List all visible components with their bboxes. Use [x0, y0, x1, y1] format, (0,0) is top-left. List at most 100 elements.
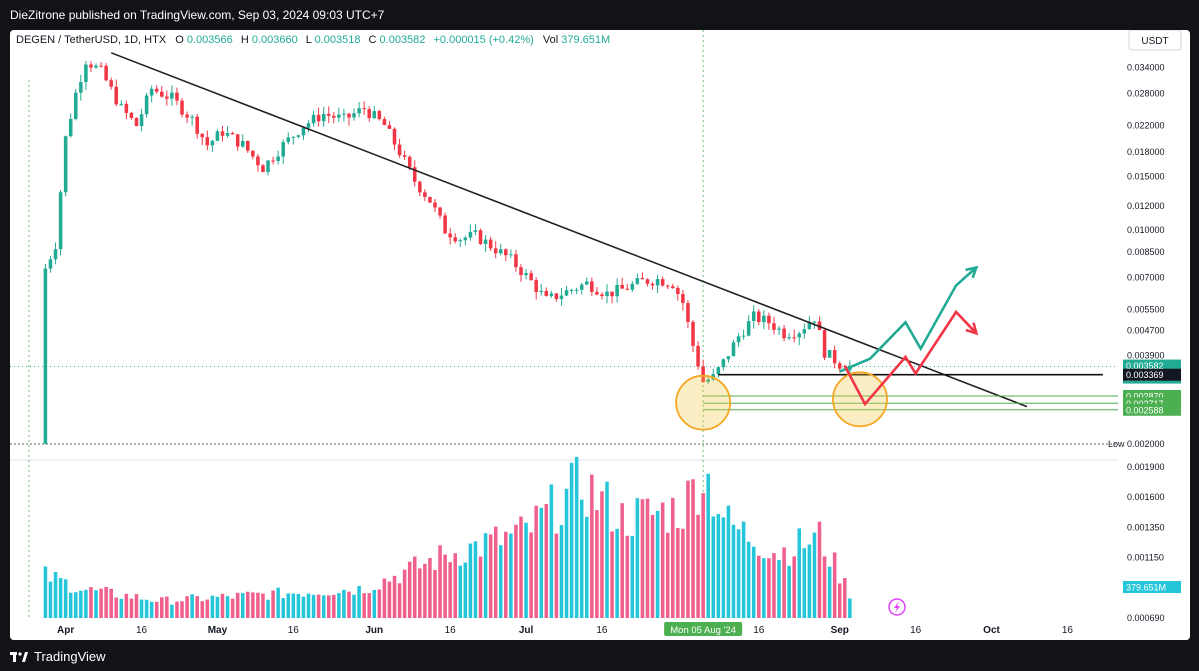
candle-body-32 — [205, 137, 210, 146]
volume-bar-149 — [797, 528, 802, 618]
candle-body-71 — [402, 155, 407, 157]
volume-bar-132 — [711, 516, 716, 618]
legend-symbol: DEGEN / TetherUSD, 1D, HTX — [16, 34, 167, 46]
volume-bar-70 — [397, 583, 402, 618]
volume-bar-66 — [377, 589, 382, 618]
volume-bar-48 — [286, 593, 291, 618]
candle-body-48 — [286, 137, 291, 143]
volume-bar-29 — [190, 594, 194, 618]
candle-body-77 — [433, 202, 437, 208]
candle-body-88 — [488, 239, 493, 249]
candle-body-123 — [665, 285, 670, 287]
downtrend-line — [110, 52, 1028, 408]
volume-bar-157 — [837, 583, 842, 618]
candle-body-119 — [645, 279, 650, 284]
chart-panel[interactable]: DEGEN / TetherUSD, 1D, HTX O 0.003566 H … — [10, 30, 1190, 640]
candle-body-55 — [321, 113, 326, 122]
candle-body-21 — [149, 88, 154, 96]
volume-bar-112 — [610, 531, 614, 618]
time-tick-12: 16 — [1062, 625, 1074, 636]
volume-bar-33 — [210, 595, 215, 618]
volume-bar-37 — [230, 598, 235, 618]
candle-body-8 — [84, 64, 88, 83]
price-tick-11: 0.003900 — [1127, 350, 1165, 360]
volume-bar-74 — [418, 568, 422, 618]
time-tick-4: Jun — [365, 625, 383, 636]
volume-bar-23 — [160, 597, 164, 618]
price-tick-0: 0.034000 — [1127, 63, 1165, 73]
volume-bar-140 — [751, 546, 756, 618]
candle-body-121 — [655, 279, 660, 286]
candle-body-74 — [418, 181, 422, 193]
footer-brand: TradingView — [34, 649, 106, 664]
volume-bar-108 — [590, 474, 594, 618]
volume-bar-45 — [271, 590, 275, 618]
price-tick-10: 0.004700 — [1127, 325, 1165, 335]
volume-bar-41 — [251, 592, 255, 618]
volume-bar-115 — [625, 535, 630, 618]
candle-body-118 — [640, 278, 645, 280]
candle-body-157 — [837, 363, 842, 369]
price-tick-2: 0.022000 — [1127, 120, 1165, 130]
volume-bar-65 — [372, 589, 377, 618]
volume-bar-46 — [276, 587, 280, 618]
volume-bar-155 — [827, 566, 832, 618]
currency-button[interactable]: USDT — [1128, 30, 1182, 51]
candle-body-81 — [453, 237, 457, 242]
volume-bar-97 — [534, 505, 538, 618]
candle-body-126 — [681, 294, 685, 304]
candle-body-125 — [676, 288, 680, 295]
tradingview-logo-icon — [10, 651, 28, 662]
volume-bar-142 — [762, 558, 766, 618]
volume-bar-20 — [144, 599, 149, 618]
volume-bar-125 — [676, 528, 680, 618]
candle-body-137 — [736, 336, 741, 343]
candle-body-62 — [357, 108, 361, 114]
volume-bar-133 — [716, 514, 721, 618]
volume-bar-128 — [691, 479, 695, 618]
time-axis: Apr 16 May 16 Jun 16 Jul 16 16 Sep 16 Oct 16 Mon 05 A… — [57, 622, 1073, 636]
candle-body-47 — [281, 142, 285, 157]
candle-body-38 — [235, 134, 240, 147]
candle-body-9 — [89, 64, 93, 68]
volume-bar-118 — [640, 499, 645, 618]
volume-bar-82 — [458, 565, 463, 618]
candle-body-23 — [160, 91, 164, 97]
volume-bar-135 — [726, 505, 731, 618]
candle-body-39 — [240, 140, 245, 147]
legend-open-label: O — [175, 34, 184, 46]
volume-bar-130 — [701, 493, 705, 618]
time-tick-7: 16 — [596, 625, 608, 636]
svg-text:DEGEN / TetherUSD, 1D, HTX: DEGEN / TetherUSD, 1D, HTX O 0.003566 H … — [16, 34, 610, 46]
volume-bar-18 — [134, 594, 139, 618]
volume-bar-60 — [347, 591, 351, 618]
publisher-text: DieZitrone published on TradingView.com,… — [10, 8, 385, 22]
volume-bar-150 — [802, 548, 807, 618]
volume-bar-121 — [655, 510, 660, 618]
volume-bar-68 — [387, 581, 392, 618]
volume-bar-27 — [180, 601, 184, 618]
candle-body-22 — [154, 88, 159, 92]
volume-bar-111 — [605, 481, 609, 618]
candle-body-96 — [529, 273, 533, 281]
volume-bar-2 — [53, 571, 58, 618]
volume-tick-0: 0.001900 — [1127, 462, 1165, 472]
volume-bar-78 — [438, 545, 442, 618]
candle-body-83 — [463, 237, 468, 241]
drawing-annotations — [110, 52, 1118, 431]
lightning-icon[interactable] — [888, 598, 906, 616]
candle-body-70 — [397, 144, 402, 156]
price-tick-1: 0.028000 — [1127, 88, 1165, 98]
volume-bar-127 — [686, 480, 690, 618]
volume-bar-9 — [89, 587, 93, 618]
candle-body-66 — [377, 111, 382, 120]
volume-bar-151 — [807, 544, 812, 618]
price-chart[interactable]: DEGEN / TetherUSD, 1D, HTX O 0.003566 H … — [10, 30, 1190, 640]
volume-bar-107 — [584, 516, 589, 618]
volume-bar-136 — [731, 524, 736, 618]
volume-bar-83 — [463, 562, 468, 618]
volume-bar-6 — [74, 592, 78, 618]
volume-bar-93 — [514, 524, 518, 618]
candle-body-2 — [53, 249, 58, 260]
volume-bar-124 — [671, 497, 675, 618]
